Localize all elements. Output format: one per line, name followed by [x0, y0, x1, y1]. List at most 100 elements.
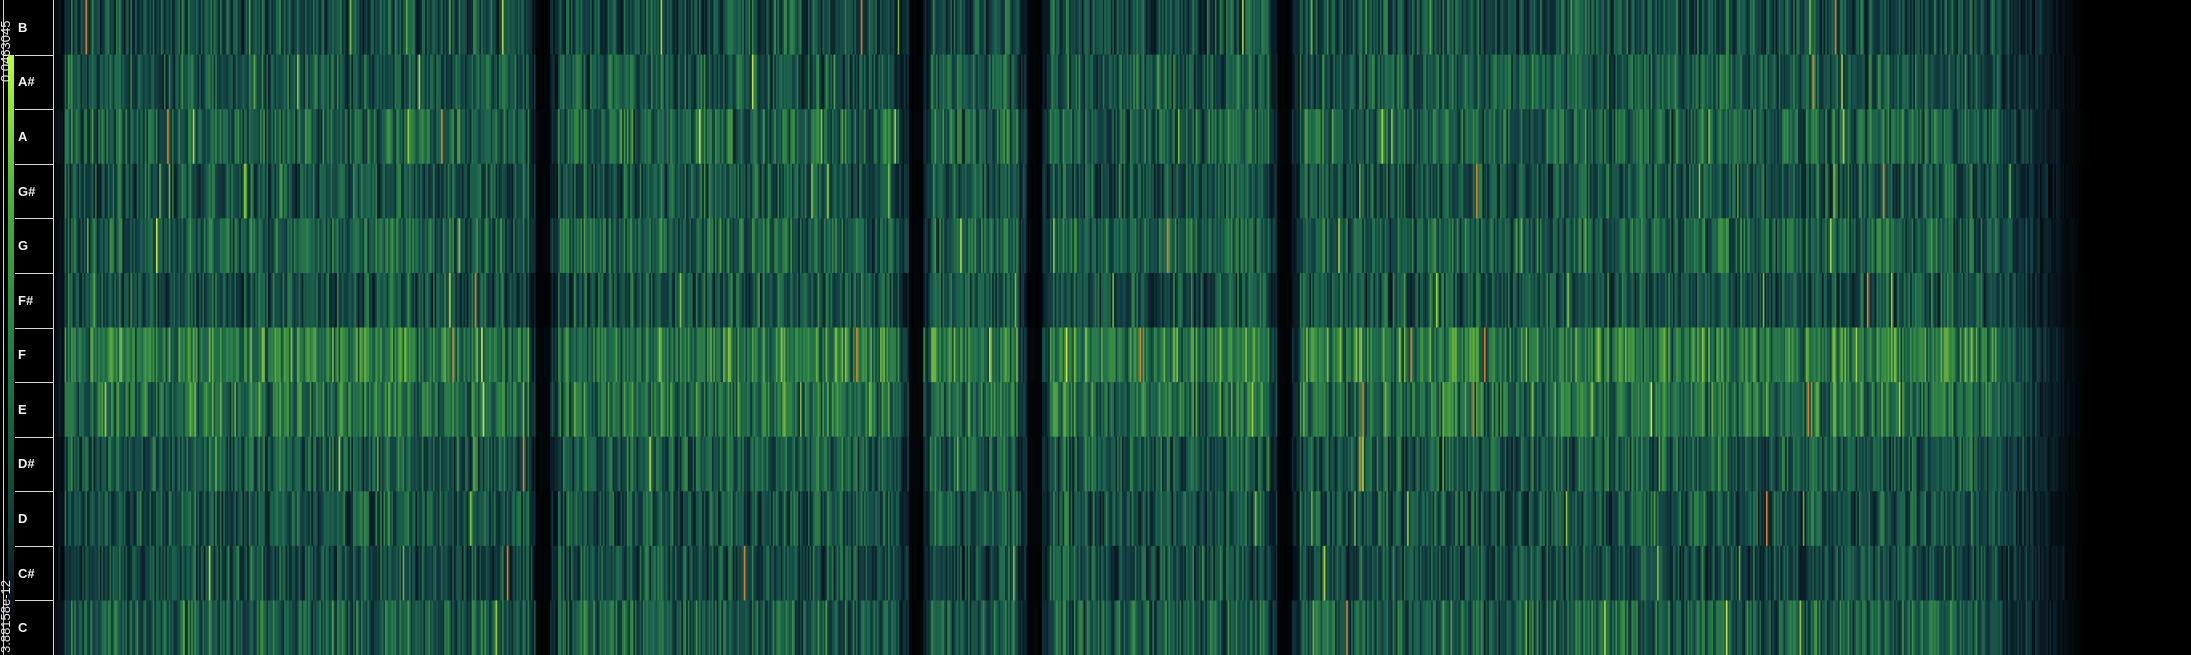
heatmap-cell	[189, 54, 192, 110]
heatmap-cell	[639, 272, 642, 328]
heatmap-cell	[77, 218, 80, 274]
heatmap-cell	[521, 163, 524, 219]
heatmap-cell	[332, 436, 335, 492]
heatmap-cell	[501, 382, 505, 438]
heatmap-cell	[477, 436, 481, 492]
heatmap-cell	[93, 436, 96, 492]
heatmap-cell	[469, 545, 473, 601]
heatmap-cell	[695, 54, 698, 110]
heatmap-cell	[306, 218, 309, 274]
heatmap-cell	[490, 0, 493, 56]
heatmap-cell	[77, 327, 80, 383]
heatmap-cell	[493, 109, 497, 165]
heatmap-cell	[593, 382, 596, 438]
heatmap-cell	[620, 382, 623, 438]
heatmap-cell	[274, 109, 277, 165]
heatmap-cell	[391, 545, 394, 601]
heatmap-cell	[343, 436, 346, 492]
heatmap-cell	[522, 491, 525, 547]
heatmap-cell	[365, 545, 368, 601]
heatmap-cell	[631, 600, 634, 655]
heatmap-cell	[285, 327, 288, 383]
heatmap-cell	[179, 272, 183, 328]
heatmap-cell	[242, 600, 245, 655]
heatmap-cell	[453, 436, 457, 492]
heatmap-cell	[285, 382, 288, 438]
heatmap-cell	[383, 382, 386, 438]
heatmap-cell	[229, 54, 232, 110]
heatmap-cell	[213, 382, 216, 438]
heatmap-cell	[699, 54, 702, 110]
heatmap-cell	[450, 0, 453, 56]
heatmap-cell	[596, 54, 599, 110]
heatmap-cell	[482, 436, 485, 492]
heatmap-cell	[197, 382, 200, 438]
heatmap-cell	[55, 54, 58, 110]
pitch-label-b: B	[18, 19, 28, 35]
heatmap-cell	[610, 436, 614, 492]
heatmap-cell	[107, 0, 111, 56]
heatmap-cell	[93, 382, 96, 438]
heatmap-cell	[95, 600, 98, 655]
heatmap-cell	[381, 600, 385, 655]
heatmap-cell	[311, 109, 314, 165]
heatmap-cell	[101, 600, 104, 655]
heatmap-cell	[381, 218, 385, 274]
heatmap-cell	[607, 272, 610, 328]
heatmap-cell	[207, 54, 210, 110]
heatmap-cell	[474, 218, 477, 274]
heatmap-cell	[64, 0, 67, 56]
heatmap-cell	[226, 327, 229, 383]
heatmap-cell	[240, 54, 244, 110]
heatmap-cell	[431, 0, 434, 56]
heatmap-cell	[375, 163, 378, 219]
heatmap-cell	[431, 218, 434, 274]
heatmap-cell	[434, 382, 437, 438]
heatmap-cell	[415, 0, 418, 56]
heatmap-cell	[352, 327, 356, 383]
heatmap-cell	[537, 272, 540, 328]
heatmap-cell	[599, 545, 602, 601]
heatmap-cell	[705, 600, 708, 655]
heatmap-cell	[125, 54, 128, 110]
heatmap-cell	[474, 109, 477, 165]
heatmap-cell	[333, 54, 336, 110]
heatmap-cell	[508, 491, 511, 547]
heatmap-cell	[377, 491, 380, 547]
heatmap-cell	[458, 436, 461, 492]
heatmap-cell	[252, 545, 255, 601]
heatmap-cell	[311, 436, 314, 492]
heatmap-cell	[505, 436, 508, 492]
heatmap-cell	[218, 218, 221, 274]
heatmap-cell	[564, 109, 567, 165]
heatmap-cell	[580, 272, 583, 328]
heatmap-cell	[285, 218, 288, 274]
heatmap-cell	[485, 491, 489, 547]
heatmap-cell	[596, 163, 599, 219]
axis-tick	[15, 545, 53, 547]
heatmap-cell	[625, 54, 628, 110]
heatmap-cell	[111, 218, 114, 274]
heatmap-cell	[666, 109, 670, 165]
heatmap-cell	[351, 163, 354, 219]
heatmap-cell	[159, 109, 162, 165]
heatmap-cell	[402, 382, 405, 438]
heatmap-cell	[614, 218, 617, 274]
heatmap-cell	[383, 0, 386, 56]
heatmap-cell	[311, 327, 314, 383]
heatmap-cell	[437, 272, 441, 328]
heatmap-cell	[460, 218, 463, 274]
heatmap-cell	[141, 272, 144, 328]
heatmap-cell	[223, 382, 226, 438]
heatmap-cell	[224, 382, 228, 438]
heatmap-cell	[497, 163, 500, 219]
heatmap-cell	[431, 436, 434, 492]
heatmap-cell	[279, 382, 282, 438]
heatmap-cell	[292, 327, 295, 383]
heatmap-cell	[532, 109, 535, 165]
heatmap-cell	[295, 272, 298, 328]
heatmap-cell	[348, 327, 351, 383]
heatmap-cell	[304, 54, 308, 110]
heatmap-cell	[306, 327, 309, 383]
heatmap-cell	[550, 545, 553, 601]
